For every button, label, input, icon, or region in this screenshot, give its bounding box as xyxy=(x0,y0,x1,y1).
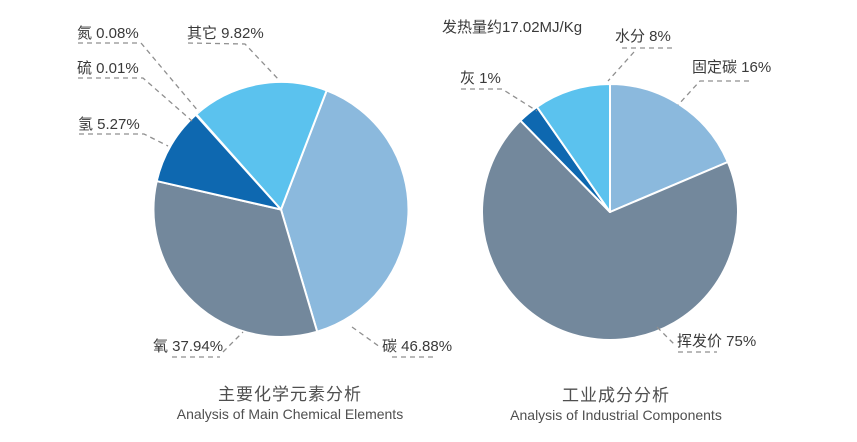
leader-line-sulfur xyxy=(78,77,193,122)
label-oxygen: 氧 37.94% xyxy=(153,338,224,355)
label-moisture: 水分 8% xyxy=(615,28,671,45)
label-sulfur: 硫 0.01% xyxy=(77,60,139,77)
label-ash: 灰 1% xyxy=(460,70,501,87)
leader-line-ash xyxy=(461,88,538,112)
leader-lines xyxy=(78,42,749,358)
label-fixed-carbon: 固定碳 16% xyxy=(692,59,772,76)
right-chart-title-block: 工业成分分析 Analysis of Industrial Components xyxy=(486,387,746,423)
right-chart-title: 工业成分分析 xyxy=(562,386,670,405)
leader-line-volatile-diagonal xyxy=(656,326,676,346)
pie-slice-moisture xyxy=(535,83,611,213)
left-chart-title: 主要化学元素分析 xyxy=(218,385,362,404)
leader-line-oxygen-diagonal xyxy=(222,331,244,353)
leader-line-nitrogen xyxy=(78,42,200,113)
label-carbon: 碳 46.88% xyxy=(382,338,453,355)
leader-line-moisture-diagonal xyxy=(607,51,635,82)
right-chart-subtitle: Analysis of Industrial Components xyxy=(510,407,722,423)
pie-slice-oxygen xyxy=(152,180,319,338)
pie-slice-carbon xyxy=(280,89,410,333)
label-nitrogen: 氮 0.08% xyxy=(77,25,139,42)
label-others: 其它 9.82% xyxy=(187,25,264,42)
leader-line-others xyxy=(187,42,281,82)
pie-main-chemical-elements xyxy=(152,81,410,338)
pie-slice-fixed-carbon xyxy=(609,83,729,213)
label-hydrogen: 氢 5.27% xyxy=(78,116,140,133)
label-volatile: 挥发价 75% xyxy=(677,333,757,350)
left-chart-title-block: 主要化学元素分析 Analysis of Main Chemical Eleme… xyxy=(160,386,420,422)
leader-line-carbon-diagonal xyxy=(351,326,381,348)
left-chart-subtitle: Analysis of Main Chemical Elements xyxy=(176,406,404,422)
pie-slice-hydrogen xyxy=(155,113,282,211)
pie-slice-others xyxy=(195,81,328,211)
leader-line-hydrogen xyxy=(79,133,169,147)
leader-line-fixed-carbon xyxy=(677,80,749,106)
pie-industrial-components xyxy=(481,83,739,341)
pie-slice-volatile xyxy=(481,119,739,341)
label-calorific-note: 发热量约17.02MJ/Kg xyxy=(442,19,583,36)
